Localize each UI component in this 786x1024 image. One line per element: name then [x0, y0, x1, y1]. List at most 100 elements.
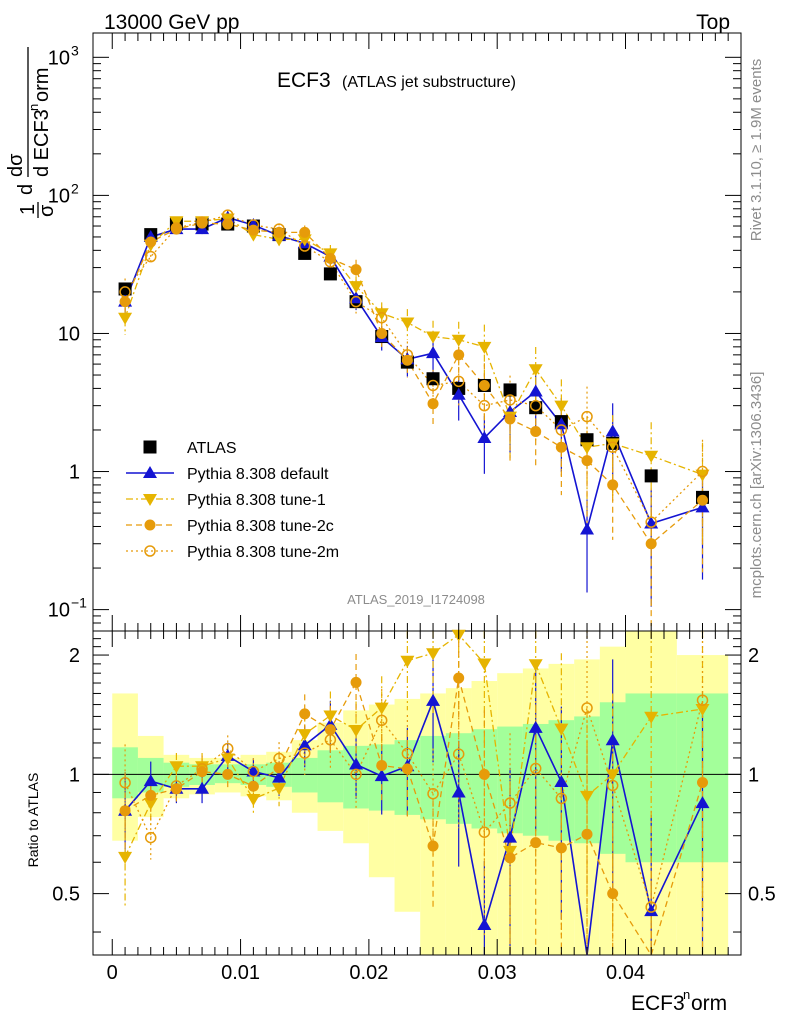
ratio-ytick-label-right: 0.5 [748, 884, 776, 906]
ratio-point-circle [247, 780, 259, 792]
legend-label: Pythia 8.308 default [187, 466, 329, 483]
ratio-point-triangle-up [246, 764, 261, 777]
main-point-circle-open [504, 394, 516, 406]
header-left: 13000 GeV pp [104, 11, 239, 34]
ratio-point-circle-open [401, 747, 414, 760]
main-point-circle-open [375, 311, 388, 324]
ratio-point-circle-open [170, 780, 183, 792]
main-point-triangle-down [374, 308, 389, 321]
main-point-circle [555, 441, 567, 453]
legend: ATLAS Pythia 8.308 default Pythia 8.308 tu… [126, 440, 339, 561]
ratio-point-circle-open [221, 742, 234, 755]
ratio-point-circle-open [144, 831, 157, 844]
ylabel-part-sigma: σ [36, 204, 58, 217]
ratio-point-circle-open [555, 792, 568, 805]
ratio-point-circle [196, 766, 208, 778]
main-point-circle-open [298, 240, 311, 252]
ratio-point-triangle-up [426, 693, 441, 706]
ratio-point-triangle-down [503, 845, 518, 858]
xlabel-part-n: n [683, 987, 690, 1002]
main-point-circle [324, 252, 336, 264]
main-point-circle-open [170, 222, 183, 234]
ratio-point-circle [299, 708, 311, 720]
x-tick-label: 0.02 [349, 962, 388, 984]
main-point-triangle-up [605, 424, 620, 437]
main-point-triangle-down [580, 442, 595, 455]
main-point-square [503, 383, 517, 397]
main-line-2 [124, 217, 703, 476]
ratio-point-circle [478, 768, 490, 780]
main-point-square [323, 267, 337, 281]
ytick-label-100-exp: 2 [71, 180, 79, 196]
tick-marks [93, 33, 741, 955]
main-point-circle [376, 327, 388, 339]
main-point-triangle-up [528, 384, 543, 397]
legend-label: Pythia 8.308 tune-1 [187, 492, 326, 509]
main-point-circle-open [401, 349, 414, 361]
ratio-point-triangle-up [644, 904, 659, 917]
ratio-point-circle-open [350, 768, 362, 781]
ratio-point-circle-open [247, 765, 260, 778]
main-point-triangle-down [169, 216, 184, 229]
ratio-point-triangle-down [323, 710, 338, 723]
ratio-point-triangle-down [220, 753, 235, 766]
ratio-point-triangle-down [695, 704, 710, 717]
ratio-point-circle-open [606, 779, 619, 792]
main-point-triangle-down [118, 312, 133, 325]
ratio-point-circle-open [375, 714, 388, 727]
legend-label: ATLAS [187, 440, 237, 457]
ratio-point-circle-open [119, 776, 131, 789]
ratio-point-circle [222, 768, 234, 780]
main-frame [92, 32, 742, 632]
ratio-y-axis-label: Ratio to ATLAS [25, 773, 41, 868]
x-tick-label: 0.01 [221, 962, 260, 984]
ratio-point-triangle-down [169, 761, 184, 774]
header-right: Top [696, 11, 730, 34]
main-point-circle [145, 236, 157, 248]
ratio-point-circle [273, 762, 285, 774]
main-point-triangle-down [528, 364, 543, 377]
main-point-circle [478, 379, 490, 391]
legend-marker-circle-open [144, 545, 156, 557]
ratio-point-triangle-down [580, 790, 595, 803]
main-point-triangle-down [554, 400, 569, 413]
ratio-point-circle [324, 724, 336, 736]
site-label: mcplots.cern.ch [arXiv:1306.3436] [748, 372, 765, 599]
main-point-circle [645, 538, 657, 550]
ratio-point-circle-open [478, 826, 491, 838]
ratio-point-circle [427, 840, 439, 852]
ratio-point-triangle-up [297, 738, 312, 751]
ratio-point-triangle-down [272, 783, 287, 796]
ratio-point-circle [453, 672, 465, 684]
main-point-triangle-up [477, 430, 492, 443]
main-point-triangle-down [400, 317, 415, 330]
main-point-circle-open [247, 219, 260, 231]
ylabel-part-n: n [26, 104, 41, 111]
ratio-point-triangle-up [503, 830, 518, 843]
main-point-circle-open [452, 375, 465, 388]
main-y-axis-label: 1 σ d dσ d ECF3 n orm [5, 47, 58, 218]
chart-title: ECF3 [277, 69, 331, 92]
main-point-circle [453, 349, 465, 361]
main-point-circle-open [478, 399, 491, 412]
main-point-circle-open [645, 516, 657, 528]
ratio-point-triangle-down [554, 723, 569, 736]
xlabel-part-orm: orm [691, 992, 727, 1015]
main-point-circle-open [196, 216, 208, 228]
main-point-circle-open [606, 441, 619, 453]
legend-marker-triangle-up [143, 466, 157, 478]
main-point-triangle-down [451, 334, 466, 347]
xlabel-part-ecf3: ECF3 [631, 992, 685, 1015]
main-point-circle-open [273, 223, 285, 235]
main-point-circle [427, 398, 439, 410]
ratio-point-circle-open [529, 762, 542, 775]
main-point-circle [273, 226, 285, 238]
ratio-line-4 [124, 700, 704, 910]
ratio-frame [92, 630, 742, 956]
ratio-point-triangle-up [528, 720, 543, 733]
main-point-circle-open [144, 250, 157, 263]
main-point-circle-open [427, 379, 439, 392]
ratio-point-triangle-up [272, 770, 287, 783]
ratio-point-circle-open [196, 763, 208, 775]
